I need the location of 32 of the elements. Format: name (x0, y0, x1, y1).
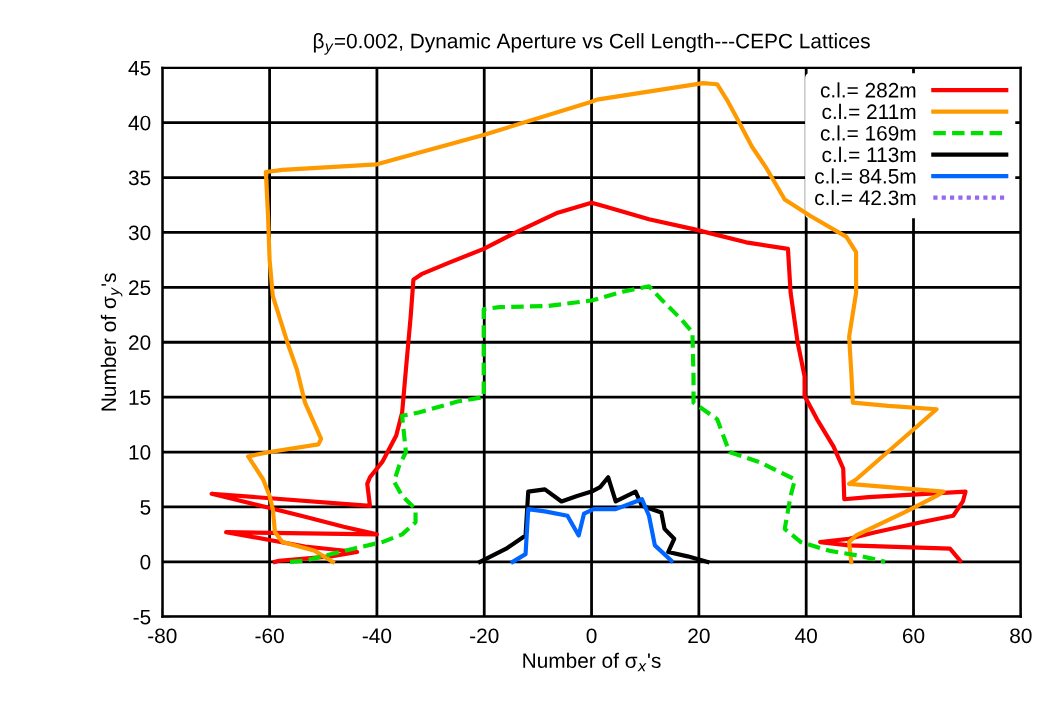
legend-label: c.l.= 42.3m (815, 189, 916, 206)
y-tick-label: 15 (129, 390, 151, 405)
x-tick-label: 20 (688, 628, 710, 644)
y-tick-label: -5 (133, 609, 151, 625)
y-tick-label: 25 (129, 280, 151, 296)
legend-label: c.l.= 113m (822, 146, 916, 163)
line-series (246, 81, 946, 564)
legend-label: c.l.= 211m (822, 103, 916, 120)
x-tick-label: 40 (795, 628, 817, 644)
y-tick-label: 20 (129, 335, 151, 350)
y-axis-title: Number of σ$_{y}$'s (100, 273, 123, 411)
y-tick-label: 30 (128, 225, 151, 241)
x-tick-label: -20 (470, 628, 499, 644)
x-tick-label: -40 (362, 628, 392, 644)
legend-label: c.l.= 169m (820, 125, 916, 141)
y-tick-label: 10 (129, 445, 151, 460)
y-tick-label: 0 (140, 554, 151, 570)
y-tick-label: 35 (128, 170, 151, 186)
x-tick-label: -60 (255, 628, 284, 644)
x-axis-title: Number of σ$_{x}$'s (523, 652, 661, 672)
y-tick-label: 5 (140, 500, 151, 515)
x-tick-label: 80 (1010, 628, 1032, 644)
legend-label: c.l.= 84.5m (815, 168, 916, 184)
y-tick-label: 40 (128, 115, 151, 131)
y-tick-label: 45 (128, 60, 151, 76)
legend-label: c.l.= 282m (820, 82, 916, 98)
chart-title: β$_{y}$=0.002, Dynamic Aperture vs Cell Length---CEPC Lattices (313, 33, 870, 55)
x-tick-label: 0 (586, 628, 597, 644)
line-series (287, 284, 888, 564)
line-series (510, 497, 674, 564)
x-tick-label: -80 (148, 628, 177, 644)
x-tick-label: 60 (902, 628, 925, 644)
